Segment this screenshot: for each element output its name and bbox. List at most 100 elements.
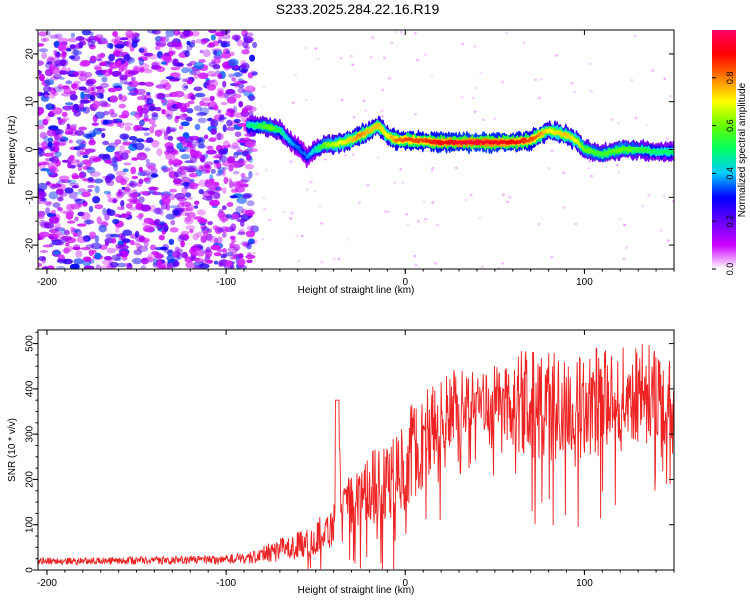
noise-speckle xyxy=(384,210,388,213)
noise-speckle xyxy=(247,147,251,151)
noise-speckle xyxy=(244,32,254,37)
noise-speckle xyxy=(430,169,434,172)
noise-speckle xyxy=(52,202,61,208)
noise-speckle xyxy=(147,165,156,171)
noise-speckle xyxy=(112,50,121,57)
noise-speckle xyxy=(89,55,97,63)
noise-speckle xyxy=(38,70,43,74)
noise-speckle xyxy=(191,252,200,256)
snr-ytick-label: 0 xyxy=(25,567,36,573)
noise-speckle xyxy=(249,54,256,62)
noise-speckle xyxy=(645,123,649,126)
noise-speckle xyxy=(164,52,170,57)
noise-speckle xyxy=(118,94,128,103)
noise-speckle xyxy=(120,206,125,210)
noise-speckle xyxy=(89,171,101,177)
noise-speckle xyxy=(118,103,126,109)
spectrogram-ytick-label: -10 xyxy=(25,190,36,205)
noise-speckle xyxy=(147,253,153,260)
noise-speckle xyxy=(131,41,138,48)
noise-speckle xyxy=(179,136,187,141)
noise-speckle xyxy=(240,176,251,183)
noise-speckle xyxy=(188,100,195,105)
noise-speckle xyxy=(74,130,85,136)
noise-speckle xyxy=(94,235,100,243)
noise-speckle xyxy=(71,50,83,56)
noise-speckle xyxy=(113,163,118,172)
noise-speckle xyxy=(118,93,123,100)
noise-speckle xyxy=(242,40,249,49)
noise-speckle xyxy=(481,118,485,122)
noise-speckle xyxy=(185,225,196,230)
noise-speckle xyxy=(77,188,87,192)
noise-speckle xyxy=(140,265,147,269)
noise-speckle xyxy=(154,45,161,51)
noise-speckle xyxy=(669,94,673,98)
noise-speckle xyxy=(339,57,343,60)
noise-speckle xyxy=(38,48,49,53)
noise-speckle xyxy=(49,62,56,68)
spectrogram-xtick-label: -100 xyxy=(216,277,236,288)
noise-speckle xyxy=(82,256,92,262)
noise-speckle xyxy=(208,30,217,34)
noise-speckle xyxy=(143,132,151,137)
noise-speckle xyxy=(630,79,634,82)
noise-speckle xyxy=(478,217,482,220)
noise-speckle xyxy=(66,210,75,216)
noise-speckle xyxy=(622,257,626,260)
noise-speckle xyxy=(208,236,218,243)
noise-speckle xyxy=(233,118,241,124)
noise-speckle xyxy=(93,37,102,42)
colorbar-tick-label: 0.2 xyxy=(725,215,735,228)
noise-speckle xyxy=(88,231,97,239)
noise-speckle xyxy=(189,155,198,164)
noise-speckle xyxy=(186,63,193,67)
noise-speckle xyxy=(232,93,242,99)
noise-speckle xyxy=(237,139,248,143)
noise-speckle xyxy=(246,259,253,264)
noise-speckle xyxy=(239,161,246,166)
noise-speckle xyxy=(239,64,248,69)
noise-speckle xyxy=(665,137,669,141)
noise-speckle xyxy=(223,48,230,54)
noise-speckle xyxy=(176,197,188,202)
noise-speckle xyxy=(95,86,103,90)
signal-band xyxy=(351,139,355,142)
noise-speckle xyxy=(38,147,43,155)
noise-speckle xyxy=(39,250,49,253)
noise-speckle xyxy=(133,249,143,256)
noise-speckle xyxy=(78,143,86,149)
noise-speckle xyxy=(217,169,225,176)
noise-speckle xyxy=(244,85,256,93)
noise-speckle xyxy=(210,119,219,128)
noise-speckle xyxy=(226,156,236,164)
noise-speckle xyxy=(390,41,394,45)
noise-speckle xyxy=(48,165,57,174)
noise-speckle xyxy=(77,163,84,168)
noise-speckle xyxy=(220,42,231,48)
noise-speckle xyxy=(570,81,574,85)
noise-speckle xyxy=(68,128,78,137)
noise-speckle xyxy=(41,52,47,60)
noise-speckle xyxy=(129,200,141,205)
noise-speckle xyxy=(416,59,420,62)
noise-speckle xyxy=(180,153,191,160)
noise-speckle xyxy=(112,118,118,124)
noise-speckle xyxy=(114,213,121,218)
noise-speckle xyxy=(218,155,228,163)
noise-speckle xyxy=(151,113,159,121)
noise-speckle xyxy=(38,91,41,97)
noise-speckle xyxy=(380,109,384,113)
noise-speckle xyxy=(102,140,110,146)
noise-speckle xyxy=(120,200,125,207)
snr-marks xyxy=(38,344,674,570)
noise-speckle xyxy=(38,262,42,268)
colorbar-tick-label: 0.4 xyxy=(725,167,735,180)
signal-band xyxy=(315,148,320,152)
noise-speckle xyxy=(63,247,70,254)
noise-speckle xyxy=(220,226,230,233)
noise-speckle xyxy=(67,220,76,224)
noise-speckle xyxy=(114,44,125,49)
noise-speckle xyxy=(102,207,107,216)
noise-speckle xyxy=(150,173,159,178)
